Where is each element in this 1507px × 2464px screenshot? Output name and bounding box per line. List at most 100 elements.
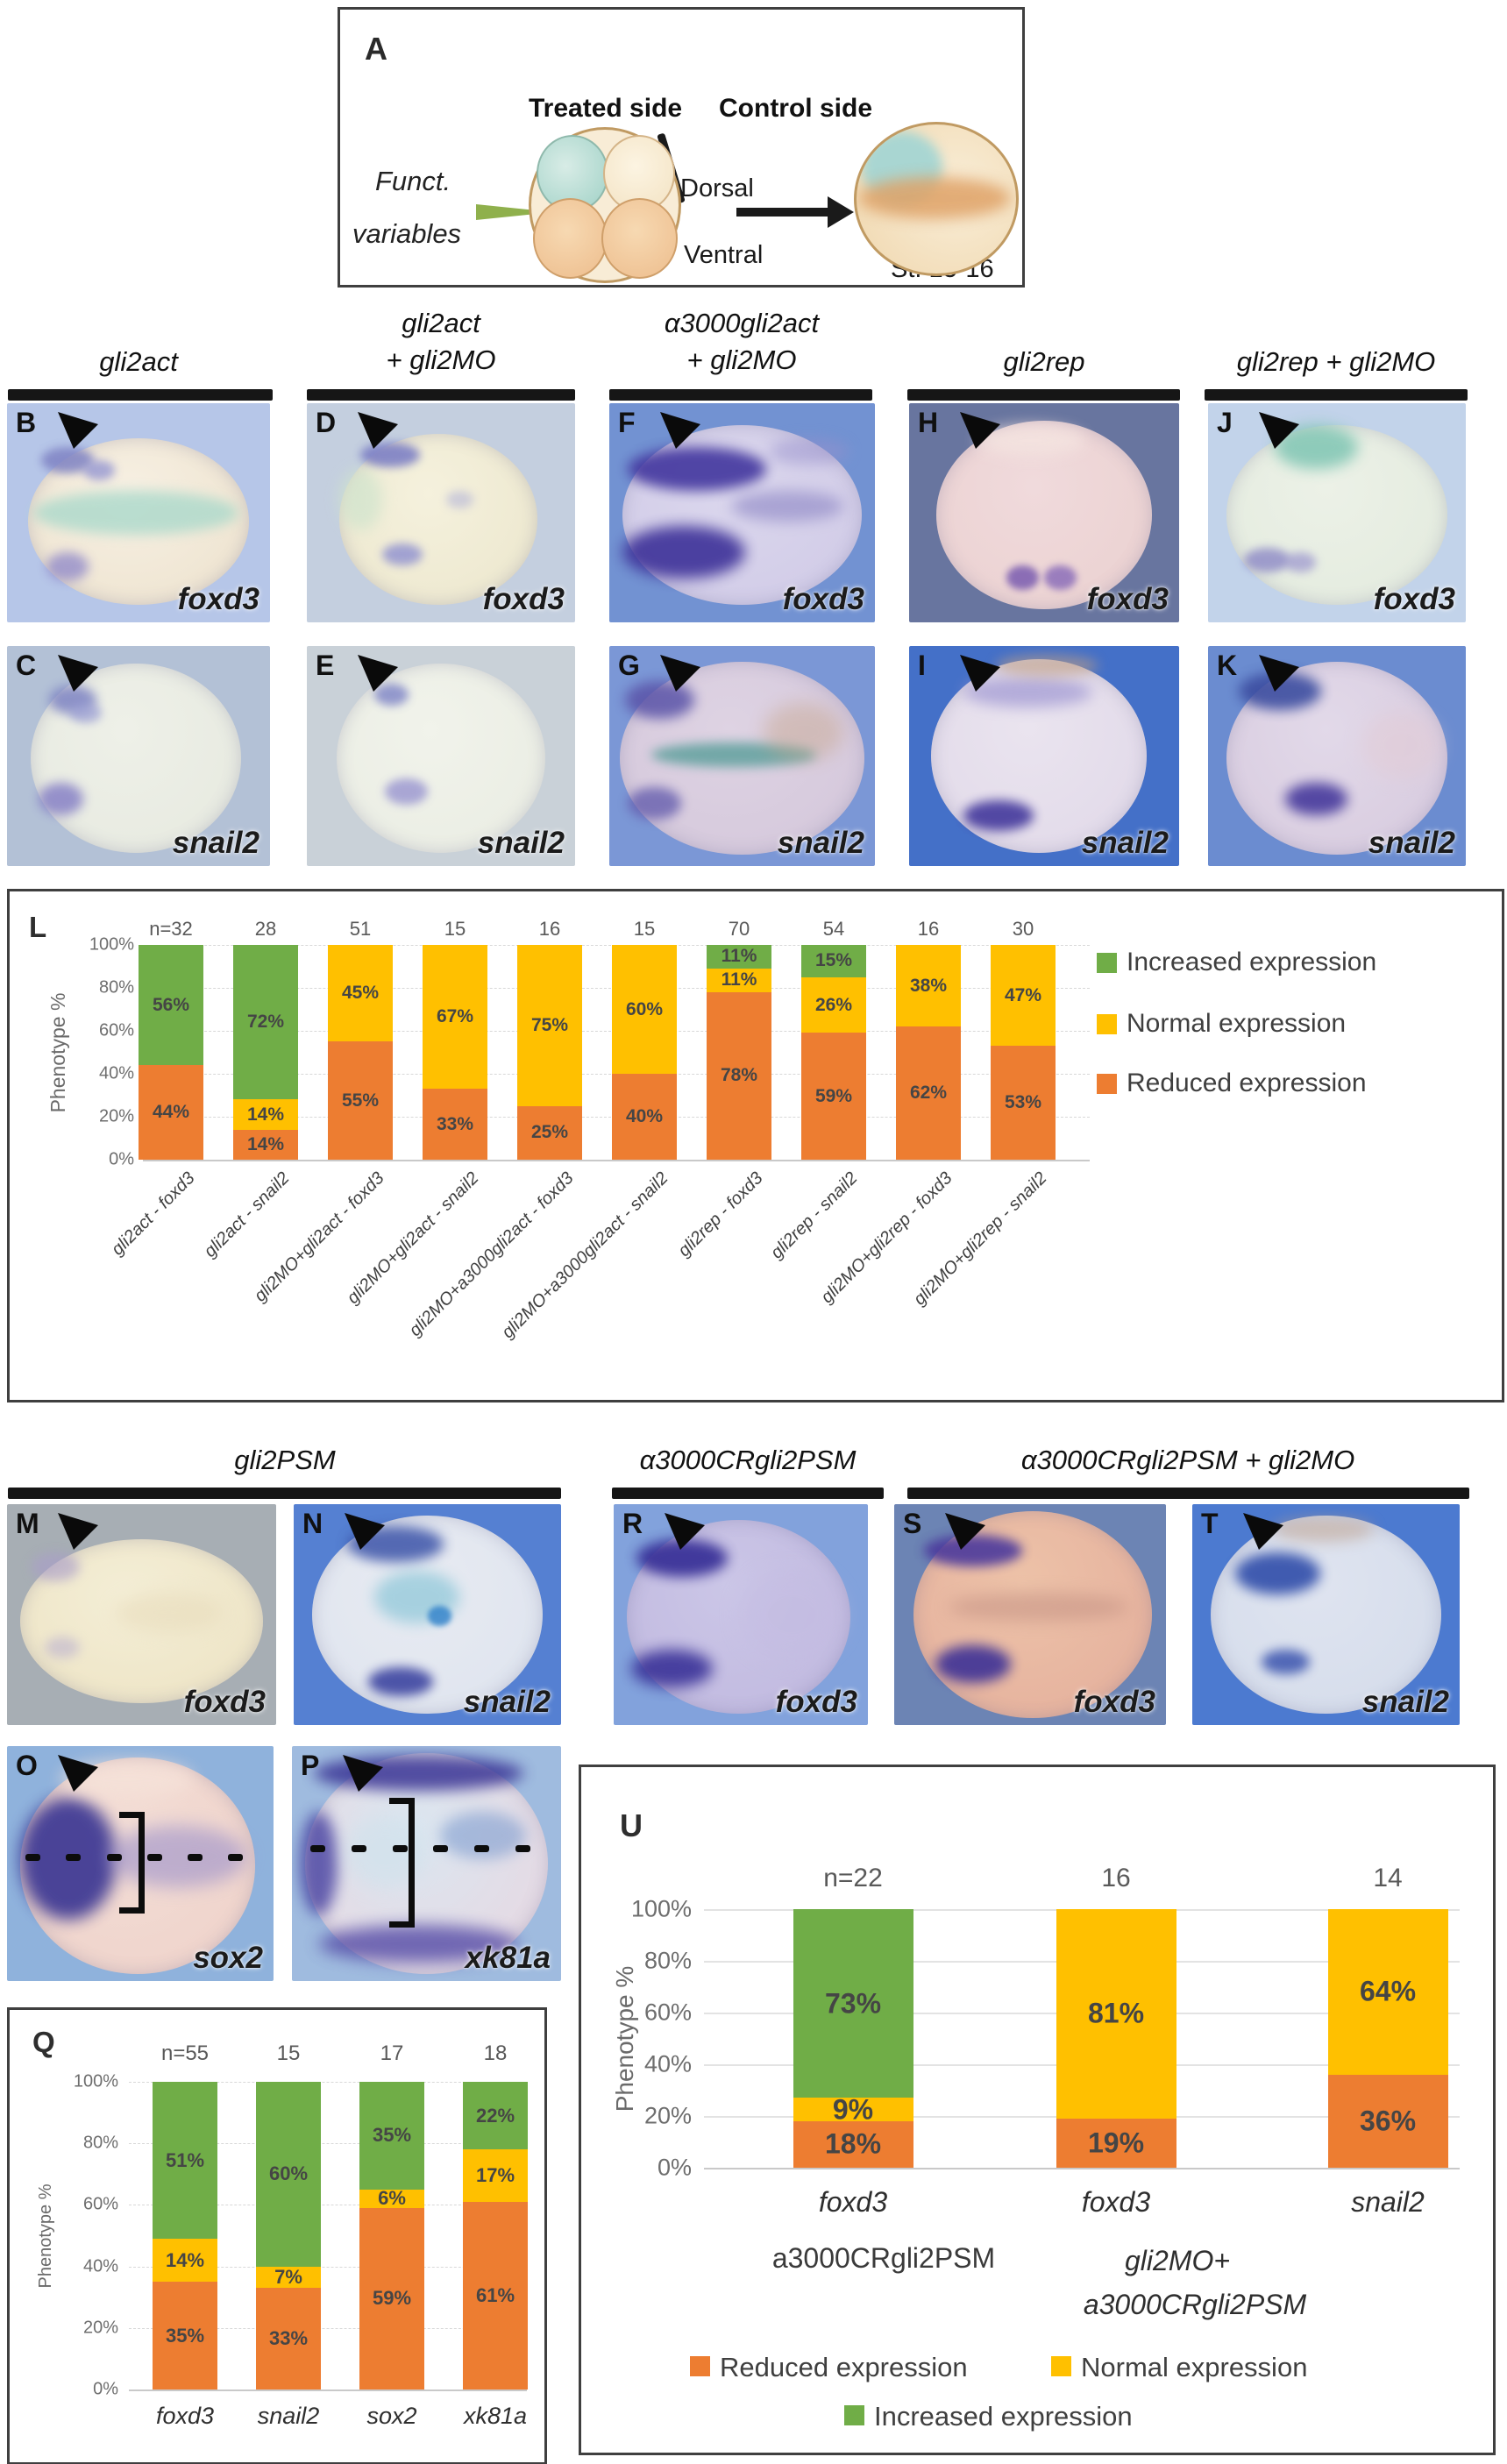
dashed-midline: [352, 1844, 367, 1852]
chart-grid-line: [129, 2143, 527, 2145]
stain-blob: [924, 1535, 1022, 1566]
gene-label: sox2: [193, 1941, 263, 1975]
bar-segment: [359, 2207, 424, 2389]
n-label: 70: [728, 918, 750, 940]
panel-letter: C: [16, 650, 37, 681]
bar-percent-label: 56%: [152, 994, 190, 1015]
stain-blob: [427, 1605, 451, 1626]
header-underline-g2-2: [612, 1488, 884, 1499]
arrowhead-icon: [660, 412, 700, 449]
stain-blob: [628, 786, 681, 820]
bar-segment: [463, 2149, 528, 2202]
bar-segment: [801, 1033, 866, 1160]
panel-letter: E: [316, 650, 335, 681]
x-axis-label: gli2rep - foxd3: [674, 1168, 767, 1261]
panel-letter: S: [903, 1508, 922, 1539]
legend-swatch: [1097, 1014, 1117, 1034]
stain-blob: [114, 1592, 223, 1633]
bar-segment: [233, 945, 298, 1100]
bar-segment: [328, 945, 393, 1042]
bar-percent-label: 67%: [436, 1006, 474, 1027]
dashed-midline: [433, 1844, 449, 1852]
gene-label: snail2: [1081, 826, 1169, 860]
arrowhead-icon: [1259, 412, 1299, 449]
panel-letter: I: [918, 650, 926, 681]
gene-label: snail2: [477, 826, 565, 860]
y-tick-label: 20%: [98, 1106, 134, 1126]
funct-variables-line2: variables: [352, 218, 462, 249]
bar-segment: [233, 1099, 298, 1130]
bar-percent-label: 45%: [341, 983, 380, 1004]
x-axis-sublabel: a3000CRgli2PSM: [771, 2242, 996, 2274]
stain-blob: [1285, 782, 1347, 816]
bar-segment: [612, 1074, 677, 1160]
column-header-g2-3: α3000CRgli2PSM + gli2MO: [1020, 1445, 1355, 1475]
funct-variables-line1: Funct.: [375, 166, 451, 196]
bar-percent-label: 33%: [268, 2327, 309, 2350]
legend-label: Normal expression: [1081, 2352, 1308, 2382]
panel-u-y-axis-title: Phenotype %: [611, 1965, 638, 2113]
y-tick-label: 100%: [89, 934, 134, 955]
column-header-g2-2: α3000CRgli2PSM: [639, 1445, 857, 1475]
bar-percent-label: 44%: [152, 1102, 190, 1123]
dashed-midline: [310, 1844, 326, 1852]
x-axis-label: foxd3: [155, 2403, 215, 2429]
arrowhead-icon: [343, 1755, 383, 1792]
column-header-2: gli2act + gli2MO: [386, 308, 496, 375]
stain-blob: [768, 438, 849, 465]
legend-label: Increased expression: [1127, 948, 1377, 976]
arrowhead-icon: [58, 1513, 98, 1550]
n-label: 16: [917, 918, 940, 940]
stain-blob: [70, 703, 102, 723]
arrow-shaft: [736, 208, 831, 217]
dashed-midline: [25, 1854, 41, 1862]
panel-letter: R: [622, 1508, 643, 1539]
chart-grid-line: [129, 2327, 527, 2329]
bar-percent-label: 81%: [1087, 1997, 1145, 2029]
panel-letter: F: [618, 407, 636, 438]
x-axis-label: snail2: [1351, 2186, 1425, 2218]
bar-percent-label: 51%: [165, 2148, 205, 2171]
n-label: 16: [538, 918, 561, 940]
legend-label: Reduced expression: [1127, 1069, 1367, 1097]
bar-segment: [139, 1065, 203, 1160]
dashed-midline: [146, 1854, 162, 1862]
header-underline-5: [1205, 389, 1468, 401]
stain-blob: [39, 782, 83, 816]
legend-swatch: [1097, 1074, 1117, 1094]
legend-swatch: [844, 2405, 864, 2425]
bar-percent-label: 18%: [824, 2127, 882, 2160]
gene-label: snail2: [777, 826, 864, 860]
gene-label: snail2: [172, 826, 259, 860]
bar-segment: [707, 968, 771, 992]
stain-blob: [44, 1637, 80, 1659]
dashed-midline: [188, 1854, 203, 1862]
bar-segment: [991, 1046, 1056, 1160]
stain-blob: [1262, 1650, 1311, 1675]
stain-blob: [33, 491, 238, 535]
arrowhead-icon: [960, 412, 1000, 449]
gene-label: xk81a: [465, 1941, 551, 1975]
stain-blob: [31, 1552, 80, 1582]
stain-blob: [995, 655, 1098, 678]
stain-blob: [83, 460, 115, 480]
panel-letter: G: [618, 650, 640, 681]
bar-percent-label: 35%: [372, 2124, 412, 2147]
y-tick-label: 60%: [82, 2194, 118, 2214]
bar-percent-label: 61%: [475, 2283, 515, 2306]
bar-segment: [463, 2201, 528, 2389]
x-axis-label: foxd3: [1081, 2186, 1151, 2218]
stain-blob: [446, 491, 473, 508]
y-tick-label: 80%: [82, 2133, 118, 2153]
bar-percent-label: 72%: [246, 1012, 285, 1033]
n-label: 15: [633, 918, 656, 940]
panel-q-letter: Q: [32, 2026, 55, 2058]
gene-label: foxd3: [177, 582, 259, 616]
bar-segment: [707, 991, 771, 1160]
